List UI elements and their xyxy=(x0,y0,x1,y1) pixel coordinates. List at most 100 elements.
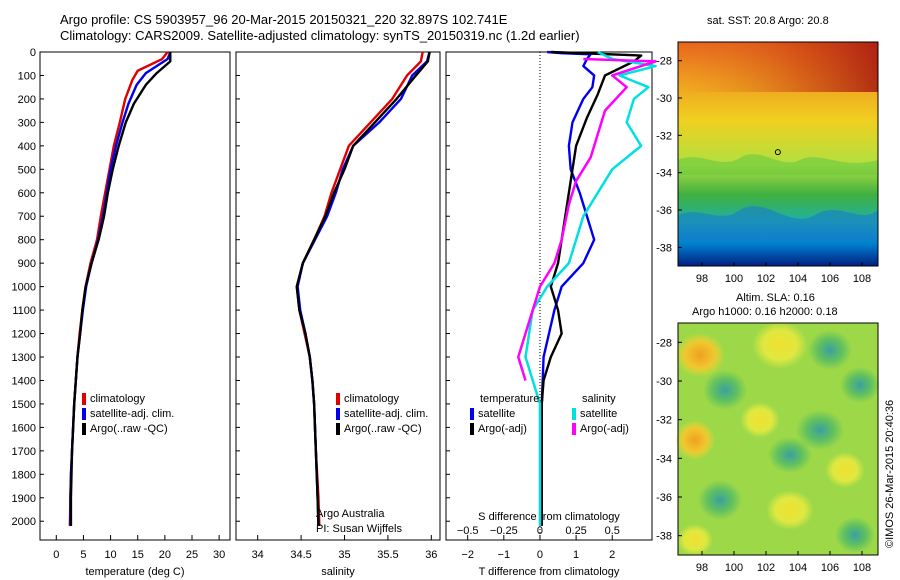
x-tick-label: 20 xyxy=(159,549,171,561)
x-tick-label: 2 xyxy=(609,549,615,561)
x2-tick-label: 0.5 xyxy=(605,525,620,537)
legend-label: climatology xyxy=(90,393,146,405)
x-tick-label: 30 xyxy=(213,549,225,561)
sla-map-title-1: Altim. SLA: 0.16 xyxy=(736,292,815,304)
map-y-tick-label: -34 xyxy=(656,453,672,465)
map-x-tick-label: 98 xyxy=(696,562,708,574)
legend-label: satellite xyxy=(478,408,515,420)
sla-map-blob xyxy=(796,410,844,450)
x-tick-label: −2 xyxy=(461,549,474,561)
legend-label: satellite xyxy=(580,408,617,420)
y-tick-label: 2000 xyxy=(12,516,36,528)
y-tick-label: 0 xyxy=(30,47,36,59)
legend-label: satellite-adj. clim. xyxy=(344,408,428,420)
sla-map-frame xyxy=(677,322,879,556)
argo-position-marker xyxy=(774,149,781,156)
x2-tick-label: −0.5 xyxy=(457,525,479,537)
sla-map-blob xyxy=(766,490,814,530)
map-x-tick-label: 100 xyxy=(725,273,743,285)
sla-map-blob xyxy=(768,437,812,473)
map-x-tick-label: 104 xyxy=(789,273,807,285)
map-x-tick-label: 108 xyxy=(853,273,871,285)
map-y-tick-label: -28 xyxy=(656,56,672,68)
legend-label: Argo(-adj) xyxy=(580,423,629,435)
x-tick-label: 5 xyxy=(80,549,86,561)
sst-map-axes: 98 100 102 104 106 108 -28 -30 -32 -34 -36 -38 xyxy=(656,56,871,285)
x-tick-label: 0 xyxy=(53,549,59,561)
legend-swatch xyxy=(82,393,86,405)
sla-map-blob xyxy=(675,420,715,460)
map-x-tick-label: 108 xyxy=(853,562,871,574)
y-tick-label: 1500 xyxy=(12,399,36,411)
y-tick-label: 1300 xyxy=(12,352,36,364)
plot-frame xyxy=(235,51,441,541)
x-tick-label: 25 xyxy=(186,549,198,561)
x-tick-label: 0 xyxy=(537,549,543,561)
sla-map: Altim. SLA: 0.16 Argo h1000: 0.16 h2000:… xyxy=(656,292,880,574)
map-y-tick-label: -38 xyxy=(656,531,672,543)
map-x-tick-label: 102 xyxy=(757,273,775,285)
map-x-tick-label: 106 xyxy=(821,273,839,285)
sla-map-blob xyxy=(677,524,713,556)
legend-swatch xyxy=(82,423,86,435)
plot-frame xyxy=(39,51,231,541)
legend-label: Argo(-adj) xyxy=(478,423,527,435)
sla-map-blob xyxy=(835,517,875,553)
x2-tick-label: 0.25 xyxy=(565,525,586,537)
y-tick-label: 300 xyxy=(18,117,36,129)
map-y-tick-label: -38 xyxy=(656,242,672,254)
sla-map-blob xyxy=(698,480,742,520)
x-tick-label: −1 xyxy=(498,549,511,561)
y-tick-label: 1600 xyxy=(12,422,36,434)
map-y-tick-label: -28 xyxy=(656,337,672,349)
map-y-tick-label: -36 xyxy=(656,205,672,217)
sst-map-title: sat. SST: 20.8 Argo: 20.8 xyxy=(707,15,829,27)
x-tick-label: 34.5 xyxy=(290,549,311,561)
legend-swatch xyxy=(82,408,86,420)
legend-swatch xyxy=(336,393,340,405)
x-axis-label: temperature (deg C) xyxy=(85,566,184,578)
legend-swatch xyxy=(336,408,340,420)
x-tick-label: 35.5 xyxy=(377,549,398,561)
y-tick-label: 1800 xyxy=(12,469,36,481)
x-tick-label: 10 xyxy=(104,549,116,561)
legend-label: Argo(..raw -QC) xyxy=(344,423,422,435)
legend-swatch xyxy=(470,408,474,420)
series-line-satellite xyxy=(524,50,657,526)
y-tick-label: 600 xyxy=(18,188,36,200)
x-tick-label: 36 xyxy=(425,549,437,561)
legend-label: Argo(..raw -QC) xyxy=(90,423,168,435)
sst-map-cold-front xyxy=(678,206,878,240)
legend-swatch xyxy=(572,423,576,435)
y-tick-label: 1200 xyxy=(12,329,36,341)
y-tick-label: 400 xyxy=(18,141,36,153)
panel-annotation: PI: Susan Wijffels xyxy=(316,523,402,535)
series-line-argo-adj- xyxy=(517,57,657,381)
map-y-tick-label: -30 xyxy=(656,376,672,388)
legend-label: climatology xyxy=(344,393,400,405)
x-axis-label: salinity xyxy=(321,566,355,578)
x-tick-label: 35 xyxy=(338,549,350,561)
legend-swatch xyxy=(572,408,576,420)
legend-header: temperature xyxy=(480,393,539,405)
sst-map-warm-corner xyxy=(678,42,878,92)
sla-map-title-2: Argo h1000: 0.16 h2000: 0.18 xyxy=(692,306,838,318)
plot-frame xyxy=(445,51,653,541)
map-y-tick-label: -36 xyxy=(656,492,672,504)
map-x-tick-label: 106 xyxy=(821,562,839,574)
difference-panel: −2 −1 0 1 2 T difference from climatology −0.5… xyxy=(445,50,657,578)
sla-map-blob xyxy=(740,402,780,438)
series-line-argo-raw-qc- xyxy=(295,51,431,526)
series-line-satellite xyxy=(540,50,596,526)
sla-map-blob xyxy=(675,333,725,377)
y-tick-label: 1700 xyxy=(12,446,36,458)
x2-tick-label: −0.25 xyxy=(490,525,518,537)
sla-map-blob xyxy=(840,367,880,403)
y-tick-label: 1000 xyxy=(12,282,36,294)
sst-map: sat. SST: 20.8 Argo: 20.8 98 100 102 104 106… xyxy=(656,15,879,285)
sla-map-blob xyxy=(703,370,747,410)
y-tick-label: 800 xyxy=(18,235,36,247)
x2-tick-label: 0 xyxy=(537,525,543,537)
legend-swatch xyxy=(470,423,474,435)
